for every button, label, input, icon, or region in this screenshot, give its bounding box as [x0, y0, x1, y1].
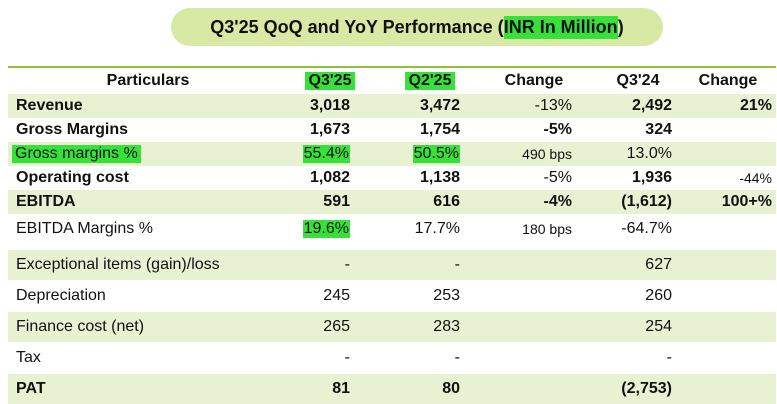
table-top-rule [8, 66, 776, 68]
cell-q325: - [344, 256, 350, 273]
cell-change: 180 bps [522, 221, 572, 237]
table-row-ebitda-margins-pct: EBITDA Margins % 19.6% 17.7% 180 bps -64… [8, 214, 776, 244]
cell-q324: 627 [645, 256, 672, 273]
cell-change: -5% [543, 121, 572, 138]
cell-yoy [678, 374, 772, 404]
row-label: EBITDA Margins % [16, 220, 153, 237]
cell-yoy [678, 214, 772, 244]
cell-change: -13% [534, 97, 572, 114]
cell-q324: - [666, 349, 672, 366]
cell-yoy [678, 342, 772, 374]
row-label: Exceptional items (gain)/loss [16, 256, 220, 273]
cell-q325: 245 [323, 287, 350, 304]
row-label: Operating cost [16, 169, 129, 186]
cell-q225: - [454, 256, 460, 273]
cell-change [480, 374, 572, 404]
table-row-gross-margins: Gross Margins 1,673 1,754 -5% 324 [8, 118, 776, 142]
table-row-ebitda: EBITDA 591 616 -4% (1,612) 100+% [8, 190, 776, 214]
row-label: Tax [16, 349, 41, 366]
table-row-revenue: Revenue 3,018 3,472 -13% 2,492 21% [8, 94, 776, 118]
cell-q325: 591 [323, 193, 350, 210]
table-row-gross-margins-pct: Gross margins % 55.4% 50.5% 490 bps 13.0… [8, 142, 776, 166]
cell-yoy [678, 250, 772, 280]
table-row-operating-cost: Operating cost 1,082 1,138 -5% 1,936 -44… [8, 166, 776, 190]
cell-q324: -64.7% [621, 220, 672, 237]
cell-change: -5% [543, 169, 572, 186]
cell-change [480, 312, 572, 342]
cell-q225-highlight: 50.5% [412, 145, 460, 163]
cell-q325: 3,018 [309, 97, 350, 114]
cell-yoy [678, 280, 772, 312]
title-prefix: Q3'25 QoQ and YoY Performance ( [210, 16, 504, 37]
cell-change [480, 342, 572, 374]
row-label: Gross Margins [16, 121, 129, 138]
cell-q324: 2,492 [631, 97, 672, 114]
cell-q324: 13.0% [626, 145, 672, 162]
cell-q324: (2,753) [621, 380, 672, 397]
table-row-tax: Tax - - - [8, 342, 776, 374]
table-row-exceptional-items: Exceptional items (gain)/loss - - 627 [8, 250, 776, 280]
cell-yoy: 21% [739, 97, 772, 114]
cell-q324: 254 [645, 318, 672, 335]
cell-yoy: -44% [739, 170, 772, 186]
cell-q225: 616 [433, 193, 460, 210]
cell-q325: 1,673 [309, 121, 350, 138]
cell-q225: 50.5% [380, 142, 460, 166]
table-row-depreciation: Depreciation 245 253 260 [8, 280, 776, 312]
cell-q324: (1,612) [621, 193, 672, 210]
row-label: Depreciation [16, 287, 106, 304]
header-q225-highlight: Q2'25 [404, 72, 456, 90]
cell-q225: 1,754 [419, 121, 460, 138]
cell-q325: - [344, 349, 350, 366]
header-yoy-change: Change [698, 72, 758, 89]
cell-q225: - [454, 349, 460, 366]
header-qoq-change: Change [504, 72, 564, 89]
table-row-finance-cost: Finance cost (net) 265 283 254 [8, 312, 776, 342]
cell-change [480, 280, 572, 312]
cell-q325-highlight: 19.6% [302, 220, 350, 238]
cell-q325: 19.6% [270, 214, 350, 244]
header-q325: Q3'25 [294, 68, 366, 94]
cell-q225: 80 [442, 380, 460, 397]
cell-q325: 81 [332, 380, 350, 397]
row-label: PAT [16, 380, 46, 397]
header-q325-highlight: Q3'25 [304, 72, 356, 90]
cell-q324: 260 [645, 287, 672, 304]
cell-yoy [678, 142, 772, 166]
cell-q324: 1,936 [631, 169, 672, 186]
cell-q325-highlight: 55.4% [302, 145, 350, 163]
row-label: Gross margins % [12, 142, 141, 166]
title-suffix: ) [617, 16, 624, 37]
cell-q225: 3,472 [419, 97, 460, 114]
table-row-pat: PAT 81 80 (2,753) [8, 374, 776, 404]
cell-q325: 1,082 [309, 169, 350, 186]
cell-q325: 55.4% [270, 142, 350, 166]
cell-q325: 265 [323, 318, 350, 335]
cell-change [480, 250, 572, 280]
row-label: Finance cost (net) [16, 318, 145, 335]
cell-q225: 253 [433, 287, 460, 304]
cell-q225: 283 [433, 318, 460, 335]
cell-q225: 1,138 [419, 169, 460, 186]
table-header-row: Particulars Q3'25 Q2'25 Change Q3'24 Cha… [8, 68, 776, 94]
cell-change: -4% [543, 193, 572, 210]
cell-yoy [678, 312, 772, 342]
slide-title: Q3'25 QoQ and YoY Performance (INR In Mi… [171, 8, 663, 46]
header-particulars: Particulars [106, 72, 190, 89]
cell-yoy [678, 118, 772, 142]
row-label: EBITDA [16, 193, 76, 210]
row-label-highlight: Gross margins % [12, 145, 141, 163]
title-unit-highlight: INR In Million [503, 15, 618, 39]
cell-q225: 17.7% [414, 220, 460, 237]
header-q225: Q2'25 [394, 68, 466, 94]
cell-yoy: 100+% [721, 193, 772, 210]
cell-q324: 324 [645, 121, 672, 138]
header-q324: Q3'24 [616, 72, 660, 89]
row-label: Revenue [16, 97, 83, 114]
cell-change: 490 bps [522, 146, 572, 162]
